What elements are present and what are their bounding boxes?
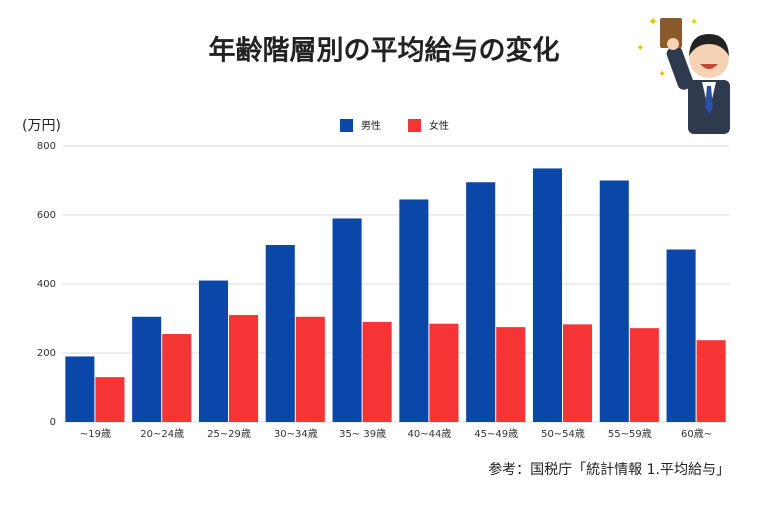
y-tick-label: 400 bbox=[37, 279, 56, 290]
legend-swatch bbox=[408, 119, 421, 132]
bar bbox=[466, 182, 496, 422]
x-tick-label: 50~54歳 bbox=[541, 428, 585, 440]
y-tick-label: 200 bbox=[37, 348, 56, 359]
legend-label: 女性 bbox=[429, 119, 449, 132]
bar bbox=[332, 218, 362, 422]
bar bbox=[666, 249, 696, 422]
bar bbox=[696, 340, 726, 422]
bar bbox=[295, 316, 325, 422]
bar bbox=[496, 327, 526, 422]
x-tick-label: 20~24歳 bbox=[140, 428, 184, 440]
x-tick-label: 40~44歳 bbox=[407, 428, 451, 440]
y-tick-label: 600 bbox=[37, 210, 56, 221]
bar bbox=[198, 280, 228, 422]
bar bbox=[362, 321, 392, 422]
bar bbox=[132, 316, 162, 422]
bar bbox=[162, 334, 192, 422]
bar bbox=[599, 180, 629, 422]
x-tick-label: ~19歳 bbox=[80, 428, 111, 440]
x-tick-label: 60歳~ bbox=[681, 428, 712, 440]
x-tick-label: 30~34歳 bbox=[274, 428, 318, 440]
svg-text:✦: ✦ bbox=[658, 69, 666, 80]
bar bbox=[563, 324, 593, 422]
y-tick-label: 800 bbox=[37, 141, 56, 152]
bar bbox=[429, 323, 459, 422]
illustration: ✦ ✦ ✦ ✦ bbox=[636, 15, 730, 134]
x-tick-label: 45~49歳 bbox=[474, 428, 518, 440]
chart-title: 年齢階層別の平均給与の変化 bbox=[209, 35, 560, 67]
x-tick-label: 25~29歳 bbox=[207, 428, 251, 440]
bar bbox=[265, 245, 295, 422]
y-tick-label: 0 bbox=[50, 417, 56, 428]
svg-text:✦: ✦ bbox=[690, 17, 698, 28]
x-tick-label: 55~59歳 bbox=[608, 428, 652, 440]
svg-text:✦: ✦ bbox=[648, 15, 658, 29]
bar bbox=[229, 315, 259, 422]
bar bbox=[629, 328, 659, 422]
legend-label: 男性 bbox=[361, 119, 381, 132]
bar bbox=[532, 168, 562, 422]
y-axis-label: (万円) bbox=[22, 118, 61, 134]
bar bbox=[65, 356, 95, 422]
bar bbox=[399, 199, 429, 422]
bar bbox=[95, 377, 125, 422]
x-tick-label: 35~ 39歳 bbox=[339, 428, 386, 440]
legend-swatch bbox=[340, 119, 353, 132]
svg-text:✦: ✦ bbox=[636, 43, 644, 54]
source-note: 参考：国税庁「統計情報 1.平均給与」 bbox=[488, 461, 730, 478]
